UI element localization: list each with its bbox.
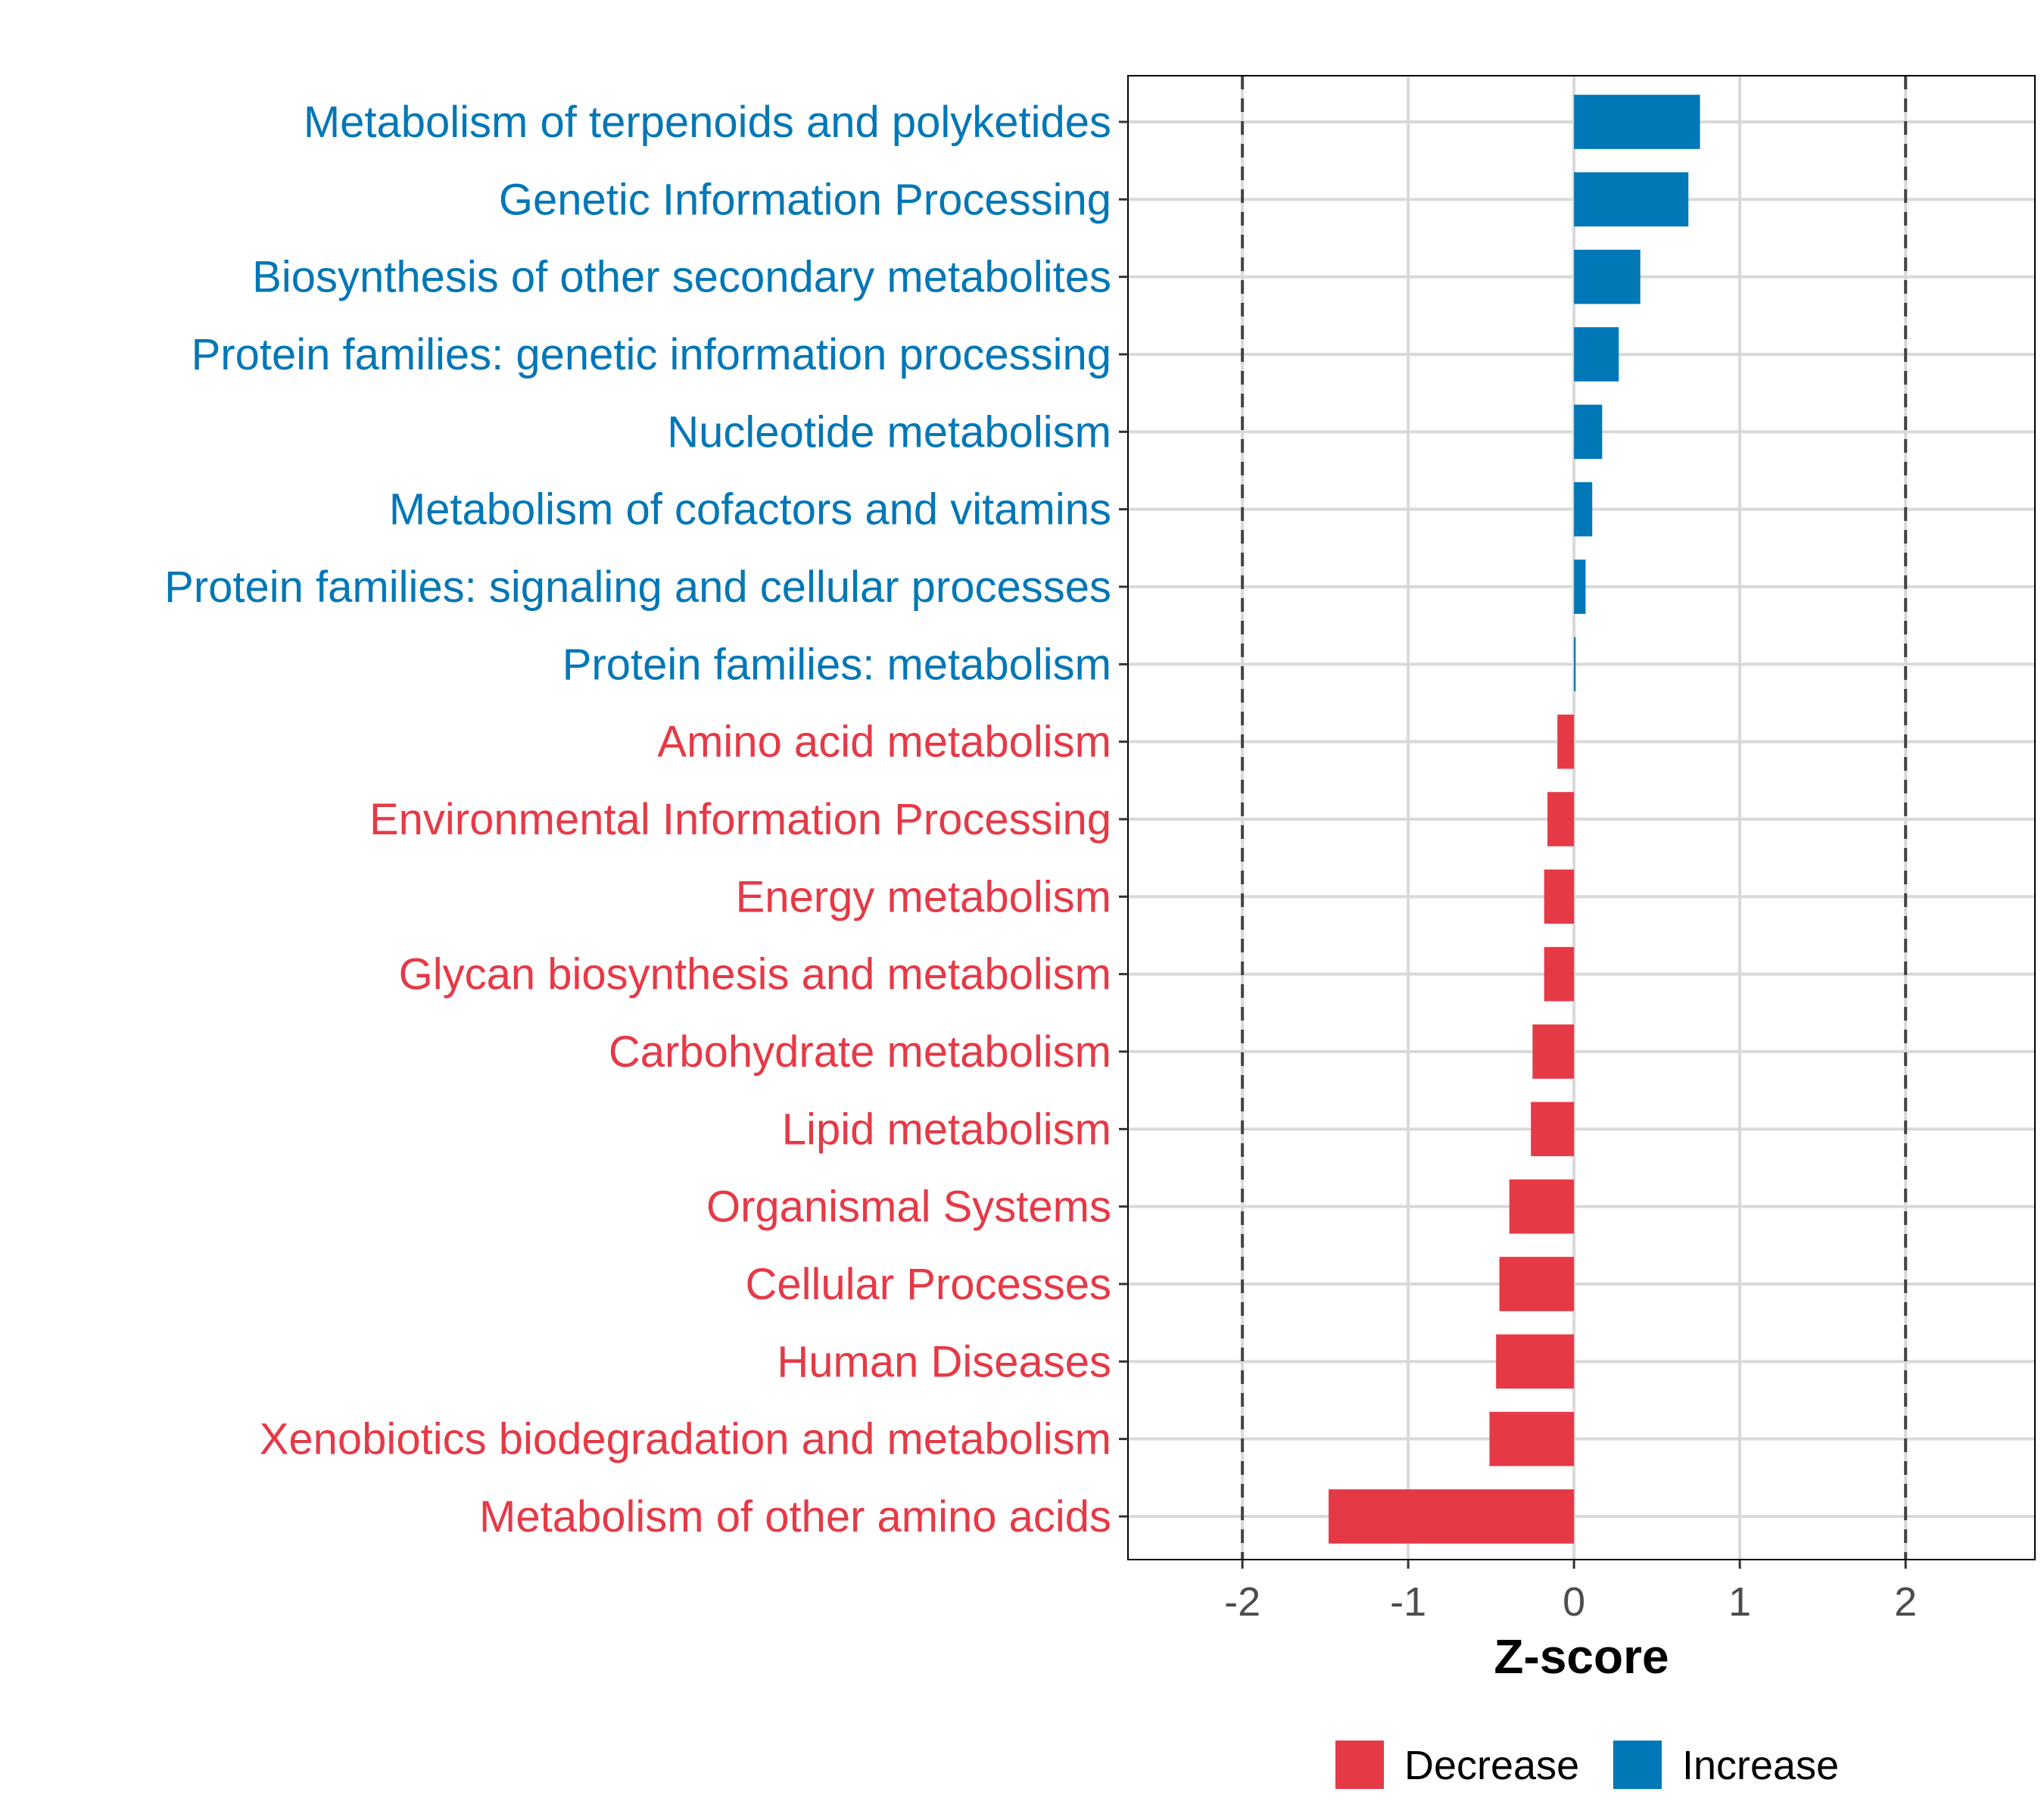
x-axis-ticks: -2 -1 0 1 2 bbox=[1224, 1560, 1917, 1625]
y-axis-label: Human Diseases bbox=[777, 1337, 1111, 1386]
x-tick-label: -1 bbox=[1390, 1579, 1426, 1625]
y-axis-label: Xenobiotics biodegradation and metabolis… bbox=[260, 1415, 1111, 1464]
bar bbox=[1531, 1102, 1575, 1157]
legend-swatch bbox=[1613, 1741, 1662, 1789]
bar bbox=[1574, 559, 1586, 614]
bar bbox=[1544, 946, 1575, 1002]
bar bbox=[1557, 714, 1575, 769]
y-axis-label: Metabolism of other amino acids bbox=[479, 1492, 1111, 1541]
y-axis-label: Environmental Information Processing bbox=[369, 795, 1111, 844]
y-axis-label: Glycan biosynthesis and metabolism bbox=[399, 950, 1111, 999]
y-axis-label: Protein families: genetic information pr… bbox=[192, 330, 1111, 379]
plot-panel-border bbox=[1127, 75, 2036, 1560]
legend: Decrease Increase bbox=[1335, 1741, 1839, 1789]
y-axis-label: Protein families: metabolism bbox=[562, 640, 1111, 689]
bar bbox=[1574, 404, 1603, 460]
y-axis-label: Cellular Processes bbox=[745, 1260, 1111, 1309]
bar bbox=[1574, 249, 1640, 304]
y-axis-label: Biosynthesis of other secondary metaboli… bbox=[252, 253, 1111, 302]
bar bbox=[1499, 1257, 1575, 1311]
y-axis-label: Nucleotide metabolism bbox=[667, 407, 1111, 457]
bar bbox=[1574, 327, 1619, 382]
bar bbox=[1329, 1489, 1575, 1544]
x-tick-label: 0 bbox=[1563, 1579, 1585, 1625]
bar bbox=[1509, 1179, 1575, 1234]
y-axis-label: Amino acid metabolism bbox=[657, 718, 1111, 767]
bars bbox=[1329, 95, 1700, 1544]
legend-swatch bbox=[1335, 1741, 1384, 1789]
reference-lines bbox=[1241, 76, 1908, 1560]
bar bbox=[1574, 95, 1700, 149]
y-axis-labels: Metabolism of terpenoids and polyketides… bbox=[164, 98, 1128, 1541]
y-axis-label: Metabolism of cofactors and vitamins bbox=[389, 485, 1111, 535]
x-tick-label: 1 bbox=[1728, 1579, 1751, 1625]
bar bbox=[1496, 1334, 1575, 1389]
x-tick-label: 2 bbox=[1894, 1579, 1917, 1625]
grid-lines bbox=[1128, 76, 2035, 1560]
bar bbox=[1574, 482, 1593, 537]
bar bbox=[1489, 1411, 1575, 1466]
x-axis-title: Z-score bbox=[1494, 1629, 1669, 1684]
bar bbox=[1544, 869, 1575, 924]
y-axis-label: Protein families: signaling and cellular… bbox=[164, 563, 1111, 612]
legend-label: Increase bbox=[1682, 1743, 1839, 1788]
bar bbox=[1574, 172, 1689, 227]
y-axis-label: Organismal Systems bbox=[706, 1183, 1111, 1232]
bar bbox=[1532, 1024, 1575, 1079]
bar bbox=[1547, 792, 1575, 846]
bar bbox=[1574, 637, 1576, 692]
y-axis-label: Genetic Information Processing bbox=[499, 175, 1111, 224]
x-tick-label: -2 bbox=[1224, 1579, 1260, 1625]
y-axis-label: Lipid metabolism bbox=[782, 1105, 1111, 1154]
y-axis-label: Metabolism of terpenoids and polyketides bbox=[304, 98, 1111, 147]
legend-label: Decrease bbox=[1404, 1743, 1579, 1788]
y-axis-label: Energy metabolism bbox=[736, 872, 1111, 921]
y-axis-label: Carbohydrate metabolism bbox=[609, 1027, 1111, 1077]
